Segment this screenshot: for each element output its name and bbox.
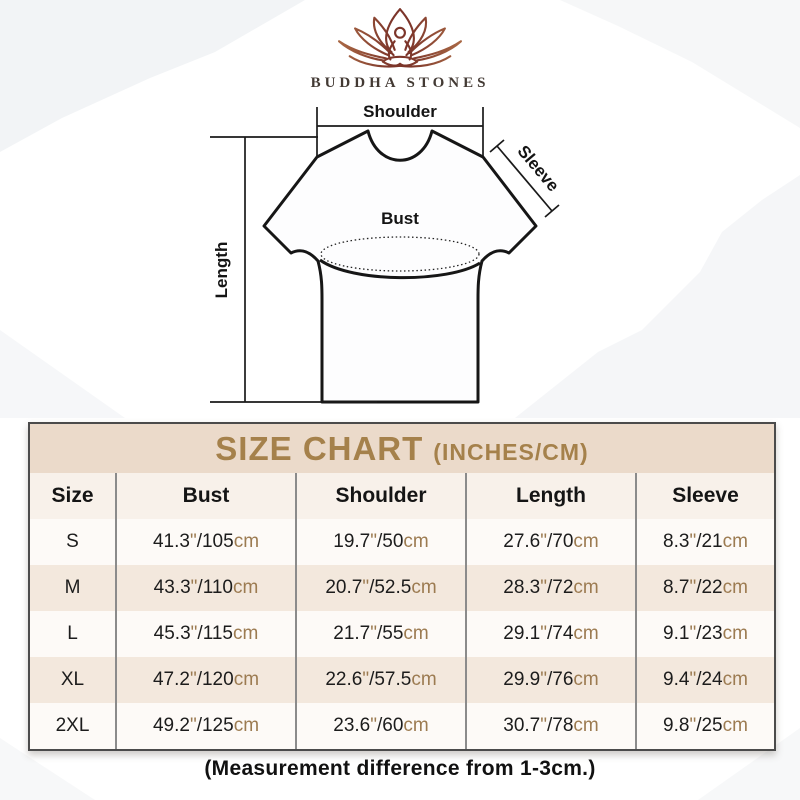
column-header-length: Length [465, 473, 635, 519]
tshirt-outline-icon [262, 129, 538, 404]
shoulder-value: 23.6 "/60 cm [295, 703, 465, 749]
sleeve-value: 9.8 "/25 cm [635, 703, 774, 749]
size-label: S [66, 531, 79, 552]
size-label: L [67, 623, 78, 644]
size-chart-grid: Size Bust Shoulder Length Sleeve S 41.3 "… [30, 473, 774, 749]
size-label: M [30, 565, 115, 611]
length-value: 28.3 "/72 cm [465, 565, 635, 611]
shoulder-value: 20.7 "/52.5 cm [295, 565, 465, 611]
bust-dimension-label: Bust [381, 209, 419, 228]
bust-value: 41.3 "/105 cm [115, 519, 295, 565]
size-chart-title: SIZE CHART (INCHES/CM) [30, 424, 774, 473]
length-value: 27.6 "/70 cm [465, 519, 635, 565]
length-value: 30.7 "/78 cm [465, 703, 635, 749]
tshirt-measurement-diagram: Shoulder Bust Length Sleeve [210, 102, 563, 404]
size-chart-table: SIZE CHART (INCHES/CM) Size Bust Shoulde… [28, 422, 776, 751]
size-label: 2XL [55, 715, 90, 736]
brand-header: BUDDHA STONES [0, 6, 800, 92]
bust-value: 45.3 "/115 cm [115, 611, 295, 657]
sleeve-value: 8.7 "/22 cm [635, 565, 774, 611]
shoulder-dimension-label: Shoulder [363, 102, 437, 121]
shoulder-value: 22.6 "/57.5 cm [295, 657, 465, 703]
dimension-lines [210, 107, 560, 403]
size-chart-title-main: SIZE CHART [215, 430, 424, 467]
length-value: 29.9 "/76 cm [465, 657, 635, 703]
size-chart-title-units: (INCHES/CM) [433, 439, 589, 465]
column-header-bust: Bust [115, 473, 295, 519]
bust-value: 43.3 "/110 cm [115, 565, 295, 611]
lotus-meditator-icon [338, 8, 462, 68]
sleeve-value: 9.1 "/23 cm [635, 611, 774, 657]
sleeve-value: 9.4 "/24 cm [635, 657, 774, 703]
brand-name: BUDDHA STONES [310, 75, 490, 91]
shoulder-value: 21.7 "/55 cm [295, 611, 465, 657]
size-label: XL [30, 657, 115, 703]
bust-value: 49.2 "/125 cm [115, 703, 295, 749]
bust-value: 47.2 "/120 cm [115, 657, 295, 703]
sleeve-value: 8.3 "/21 cm [635, 519, 774, 565]
shoulder-value: 19.7 "/50 cm [295, 519, 465, 565]
column-header-sleeve: Sleeve [635, 473, 774, 519]
length-value: 29.1 "/74 cm [465, 611, 635, 657]
column-header-shoulder: Shoulder [295, 473, 465, 519]
column-header-size: Size [30, 473, 115, 519]
measurement-note: (Measurement difference from 1-3cm.) [204, 757, 596, 780]
sleeve-dimension-label: Sleeve [514, 142, 563, 195]
length-dimension-label: Length [212, 242, 231, 299]
